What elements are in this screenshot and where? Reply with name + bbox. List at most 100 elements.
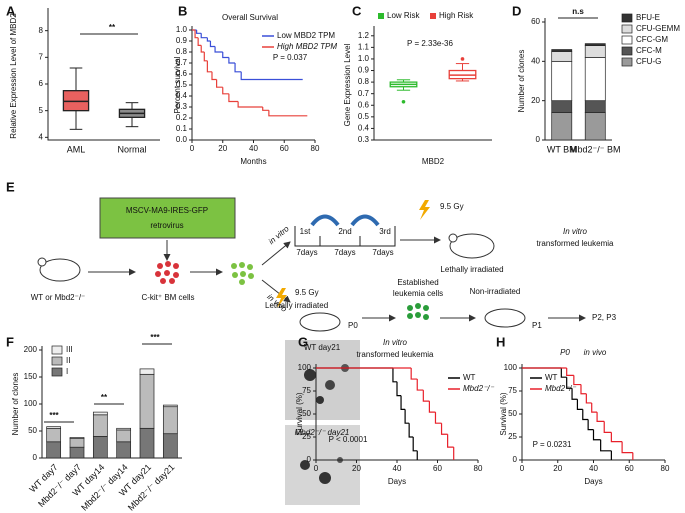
y-axis-label: Gene Expression Level	[343, 43, 352, 126]
green-cells	[231, 262, 254, 285]
bar-segment	[584, 100, 606, 113]
y-tick-label: 0.9	[358, 66, 370, 75]
survival-step	[596, 412, 605, 422]
y-tick-label: 0.0	[176, 135, 188, 144]
irradiated: Lethally irradiated	[440, 265, 503, 274]
y-tick-label: 0.3	[358, 135, 370, 144]
legend-label: Mbd2⁻/⁻	[463, 384, 494, 393]
y-tick-label: 1.0	[358, 54, 370, 63]
legend-label: CFU-GEMM	[636, 24, 680, 33]
vector-sub: retrovirus	[150, 221, 183, 230]
legend-swatch	[621, 13, 633, 23]
y-tick-label: 0	[536, 135, 541, 144]
bar-segment	[92, 414, 108, 437]
bar-segment	[92, 411, 108, 416]
survival-step	[268, 110, 308, 117]
survival-step	[396, 381, 402, 397]
survival-step	[200, 45, 205, 53]
x-tick-label: 60	[625, 464, 634, 473]
survival-step	[416, 379, 424, 391]
annotation: **	[109, 23, 116, 32]
survival-step	[240, 71, 303, 81]
survival-step	[587, 419, 594, 431]
survival-step	[209, 41, 216, 48]
chart-title: P0	[560, 348, 570, 357]
y-tick-label: 8	[39, 26, 44, 35]
y-axis-label: Number of clones	[11, 373, 20, 436]
legend-label: I	[66, 367, 68, 376]
y-tick-label: 0.6	[358, 100, 370, 109]
bar-segment	[69, 438, 85, 448]
x-tick-label: Mbd2⁻/⁻ BM	[570, 144, 621, 154]
vector: MSCV-MA9-IRES-GFP	[126, 206, 208, 215]
annotation: P = 0.0231	[533, 440, 572, 449]
passage: P2, P3	[592, 313, 617, 322]
legend-label: WT	[463, 373, 476, 382]
annotation: ***	[150, 333, 160, 342]
survival-step	[412, 437, 418, 452]
panel-label: G	[298, 334, 308, 349]
legend-label: WT	[545, 373, 558, 382]
y-tick-label: 50	[508, 409, 517, 418]
duration: 7days	[334, 248, 355, 257]
survival-step	[576, 399, 583, 410]
mouse	[484, 308, 526, 328]
established: leukemia cells	[393, 289, 443, 298]
y-tick-label: 0.7	[358, 89, 370, 98]
y-tick-label: 1.1	[358, 42, 370, 51]
x-tick-label: 40	[393, 464, 402, 473]
survival-step	[216, 79, 223, 88]
x-tick-label: WT BM	[547, 144, 577, 154]
survival-step	[428, 401, 436, 413]
irradiated: Lethally irradiated	[265, 301, 328, 310]
survival-step	[573, 375, 581, 386]
duration: 7days	[372, 248, 393, 257]
legend-label: Low MBD2 TPM	[277, 31, 335, 40]
survival-step	[422, 390, 430, 402]
survival-step	[222, 52, 229, 59]
y-tick-label: 7	[39, 52, 44, 61]
annotation: P = 0.037	[273, 53, 308, 62]
result: In vitro	[563, 227, 588, 236]
bar-segment	[551, 60, 573, 102]
legend-label: BFU-E	[636, 13, 660, 22]
x-tick-label: 60	[280, 144, 289, 153]
y-tick-label: 0	[513, 455, 518, 464]
outlier	[460, 57, 465, 61]
survival-step	[560, 368, 567, 378]
panel-label: A	[6, 3, 16, 18]
diagram: E MSCV-MA9-IRES-GFP retrovirus WT or Mbd…	[6, 179, 617, 332]
legend-label: Mbd2⁻/⁻	[545, 384, 576, 393]
legend-swatch	[621, 46, 633, 56]
y-tick-label: 5	[39, 106, 44, 115]
established: Established	[397, 278, 438, 287]
y-tick-label: 0.9	[176, 36, 188, 45]
legend-swatch	[51, 345, 63, 355]
survival-step	[610, 432, 623, 443]
y-tick-label: 0.8	[176, 47, 188, 56]
y-tick-label: 50	[302, 409, 311, 418]
y-tick-label: 0.4	[176, 91, 188, 100]
legend-label: II	[66, 356, 70, 365]
arrow	[261, 241, 291, 266]
survival-step	[234, 63, 242, 73]
legend-label: CFC-GM	[636, 35, 668, 44]
x-tick-label: 80	[661, 464, 670, 473]
annotation: P < 0.0001	[329, 435, 368, 444]
legend-swatch	[378, 13, 384, 19]
bar-segment	[162, 433, 178, 459]
bar-segment	[116, 427, 132, 431]
y-axis-label: Survival (%)	[499, 392, 508, 435]
y-tick-label: 0	[33, 453, 38, 462]
x-axis-label: Days	[584, 477, 602, 486]
legend-swatch	[621, 35, 633, 45]
legend-swatch	[621, 24, 633, 34]
y-tick-label: 0.6	[176, 69, 188, 78]
survival-step	[392, 368, 397, 383]
survival-step	[566, 377, 573, 389]
panel-label: D	[512, 3, 521, 18]
bar-segment	[551, 112, 573, 141]
y-tick-label: 0.8	[358, 77, 370, 86]
bar-segment	[584, 43, 606, 46]
